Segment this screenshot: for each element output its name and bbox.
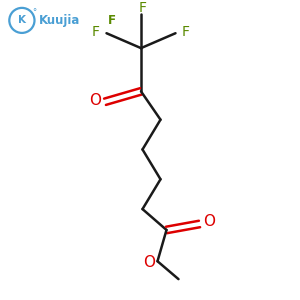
Text: F: F — [108, 14, 116, 27]
Text: O: O — [143, 255, 155, 270]
Text: °: ° — [32, 8, 36, 17]
Text: O: O — [203, 214, 215, 229]
Text: F: F — [92, 25, 100, 39]
Text: Kuujia: Kuujia — [39, 14, 80, 27]
Text: F: F — [139, 2, 146, 16]
Text: O: O — [89, 93, 101, 108]
Text: K: K — [18, 15, 26, 26]
Text: F: F — [182, 25, 190, 39]
